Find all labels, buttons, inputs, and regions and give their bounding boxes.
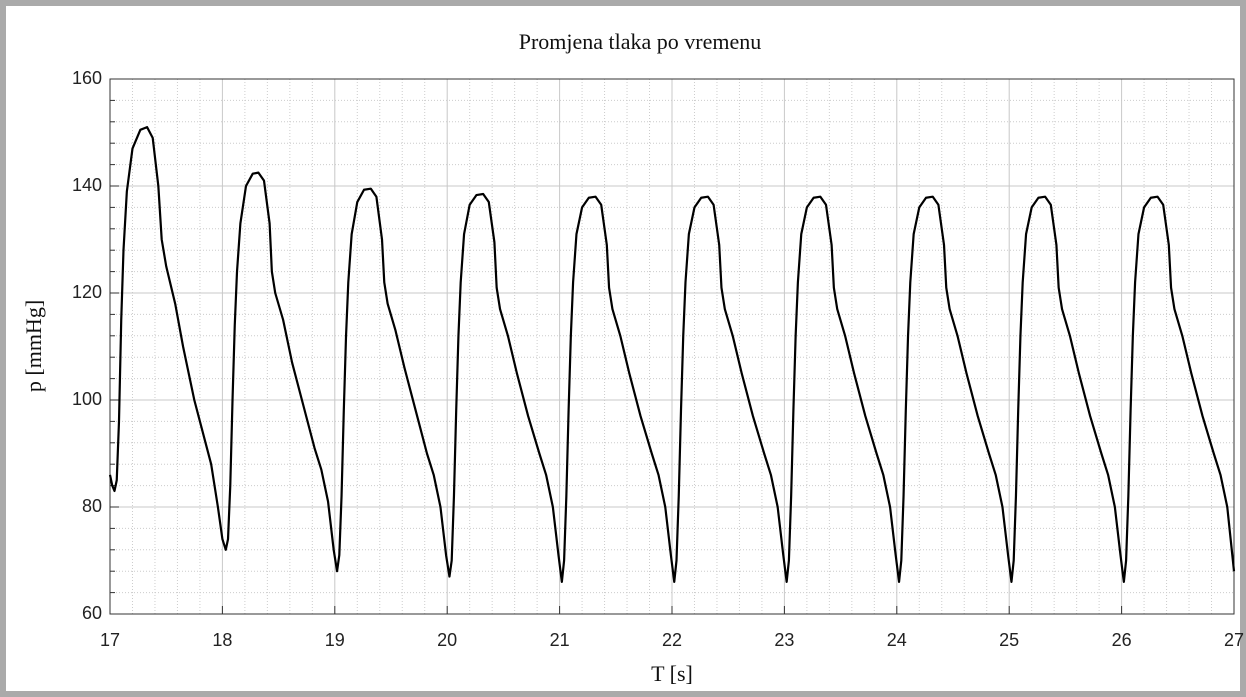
plot (108, 126, 1236, 583)
x-tick-label: 17 (100, 630, 120, 650)
x-tick-label: 22 (662, 630, 682, 650)
x-axis-label: T [s] (651, 661, 693, 686)
x-tick-label: 27 (1224, 630, 1244, 650)
y-tick-label: 140 (72, 175, 102, 195)
x-tick-label: 25 (999, 630, 1019, 650)
y-tick-label: 120 (72, 282, 102, 302)
x-tick-label: 18 (212, 630, 232, 650)
x-tick-label: 19 (325, 630, 345, 650)
x-tick-label: 24 (887, 630, 907, 650)
grid (109, 78, 1235, 615)
x-tick-label: 20 (437, 630, 457, 650)
y-tick-label: 100 (72, 389, 102, 409)
y-tick-label: 80 (82, 496, 102, 516)
line-series (108, 126, 1236, 583)
chart-title: Promjena tlaka po vremenu (519, 29, 762, 54)
x-tick-label: 26 (1112, 630, 1132, 650)
x-tick-label: 21 (550, 630, 570, 650)
plot-border (109, 78, 1235, 615)
y-tick-label: 60 (82, 603, 102, 623)
y-tick-label: 160 (72, 68, 102, 88)
x-tick-label: 23 (774, 630, 794, 650)
y-axis-label: p [mmHg] (21, 300, 46, 392)
